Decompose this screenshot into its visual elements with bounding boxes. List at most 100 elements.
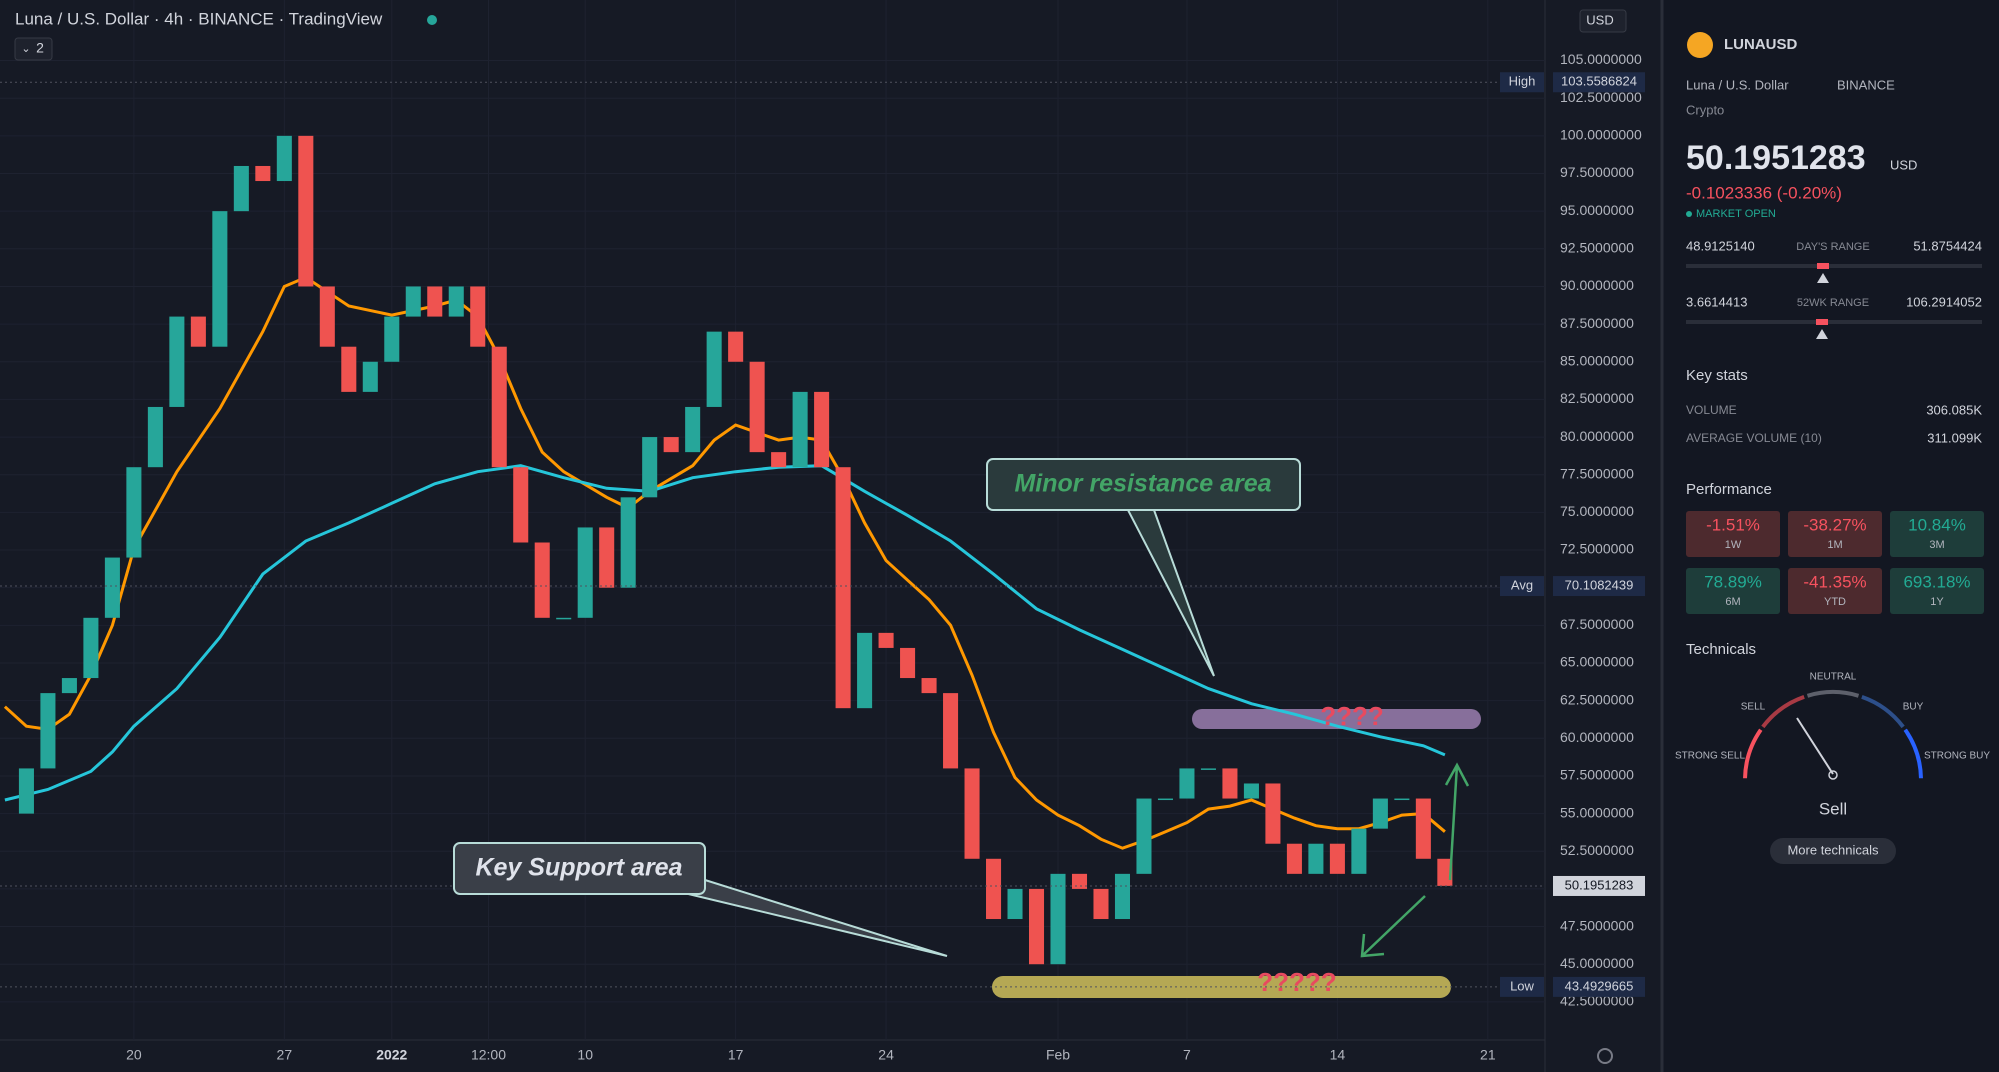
panel-text: 51.8754424 — [1913, 238, 1982, 253]
candle — [513, 467, 529, 543]
y-tick-label: 52.5000000 — [1560, 842, 1634, 858]
candle — [1114, 873, 1131, 920]
panel-text: 52WK RANGE — [1797, 297, 1869, 309]
x-tick-label: 10 — [577, 1047, 593, 1063]
side-panel: LUNAUSD Luna / U.S. Dollar BINANCE Crypto 50… — [1675, 32, 1990, 864]
candle — [706, 331, 722, 407]
candle — [319, 286, 335, 347]
panel-text: Sell — [1819, 799, 1847, 818]
candle — [1329, 843, 1345, 874]
candle — [792, 391, 808, 468]
currency-badge[interactable] — [1579, 9, 1627, 33]
panel-text: 10.84% — [1908, 515, 1966, 534]
x-tick-label: 24 — [878, 1047, 894, 1063]
candle — [921, 678, 937, 694]
panel-text: BUY — [1903, 702, 1924, 713]
callout-box — [453, 842, 706, 895]
candle — [620, 497, 636, 588]
candle — [1243, 783, 1259, 799]
candle — [878, 632, 894, 648]
callout-pointer — [679, 879, 948, 957]
candle — [448, 286, 464, 317]
candle — [491, 346, 507, 468]
panel-text: 693.18% — [1903, 572, 1970, 591]
panel-text: -1.51% — [1706, 515, 1760, 534]
y-tick-label: 80.0000000 — [1560, 428, 1634, 444]
candle — [835, 467, 851, 709]
y-tick-label: 87.5000000 — [1560, 315, 1634, 331]
panel-text: -38.27% — [1803, 515, 1866, 534]
range-bar — [1686, 320, 1982, 324]
candle — [61, 678, 77, 694]
settings-icon[interactable] — [1597, 1048, 1613, 1064]
more-technicals-button[interactable] — [1770, 838, 1896, 864]
candle — [900, 647, 916, 679]
candle — [83, 617, 99, 679]
candle — [577, 527, 593, 618]
panel-text: 1W — [1725, 539, 1742, 551]
chevron: ⌄ — [21, 43, 30, 55]
panel-text: 3M — [1929, 539, 1944, 551]
candle — [147, 406, 163, 468]
performance-cell — [1686, 511, 1780, 557]
y-tick-label: 97.5000000 — [1560, 164, 1634, 180]
candle — [556, 617, 572, 620]
candle — [1437, 858, 1453, 886]
range-pointer — [1817, 273, 1829, 283]
panel-text: MARKET OPEN — [1696, 208, 1776, 220]
candle — [362, 361, 378, 392]
marker-value: 43.4929665 — [1565, 978, 1634, 993]
candle — [1222, 768, 1238, 799]
y-tick-label: 62.5000000 — [1560, 691, 1634, 707]
x-tick-label: 7 — [1183, 1047, 1191, 1063]
marker-box — [1553, 72, 1645, 93]
panel-text: Crypto — [1686, 102, 1724, 117]
candle — [642, 437, 658, 498]
y-tick-label: 57.5000000 — [1560, 767, 1634, 783]
x-tick-label: 20 — [126, 1047, 142, 1063]
y-tick-label: 85.0000000 — [1560, 352, 1634, 368]
panel-text: 306.085K — [1926, 402, 1982, 417]
candle — [1028, 888, 1045, 965]
candle — [1093, 888, 1109, 920]
status-dot — [1686, 211, 1692, 217]
candle — [40, 693, 56, 769]
panel-text: 6M — [1725, 596, 1740, 608]
range-bar — [1686, 264, 1982, 268]
arrow — [1444, 762, 1470, 881]
panel-text: More technicals — [1787, 842, 1879, 857]
x-tick-label: Feb — [1046, 1047, 1070, 1063]
candle — [1286, 843, 1302, 874]
panel-text: Technicals — [1686, 641, 1756, 658]
y-tick-label: 105.0000000 — [1560, 51, 1642, 67]
candle — [190, 316, 206, 347]
candle — [212, 211, 228, 347]
panel-text: DAY'S RANGE — [1796, 241, 1869, 253]
y-tick-label: 102.5000000 — [1560, 89, 1642, 105]
y-tick-label: 82.5000000 — [1560, 390, 1634, 406]
y-tick-label: 55.0000000 — [1560, 804, 1634, 820]
candle — [685, 406, 701, 453]
panel-text: STRONG SELL — [1675, 751, 1745, 762]
candle — [1372, 798, 1388, 829]
marker-name-box — [1500, 576, 1544, 597]
panel-text: VOLUME — [1686, 403, 1737, 417]
marker-box — [1553, 976, 1645, 997]
marker-box — [1553, 576, 1645, 597]
candle — [341, 346, 357, 392]
marker-name: High — [1509, 74, 1536, 89]
moving-average — [3, 275, 1446, 850]
y-tick-label: 77.5000000 — [1560, 465, 1634, 481]
arrow — [1360, 895, 1426, 958]
interval-badge[interactable] — [14, 37, 53, 61]
badge-text: 2 — [36, 40, 44, 56]
y-tick-label: 95.0000000 — [1560, 202, 1634, 218]
y-tick-label: 90.0000000 — [1560, 277, 1634, 293]
callout-pointer — [1127, 509, 1215, 677]
panel-text: 1M — [1827, 539, 1842, 551]
panel-text: Performance — [1686, 481, 1772, 498]
chart-title: Luna / U.S. Dollar · 4h · BINANCE · Trad… — [15, 9, 383, 28]
y-tick-label: 67.5000000 — [1560, 616, 1634, 632]
annotation: ???? — [1320, 701, 1384, 731]
